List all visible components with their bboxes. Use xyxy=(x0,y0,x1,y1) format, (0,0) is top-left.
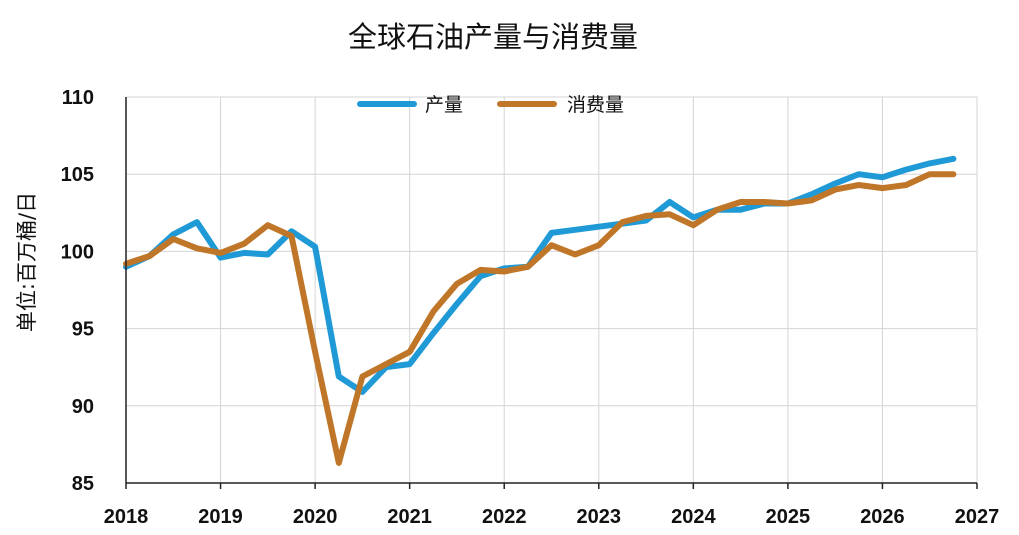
x-axis-ticks: 2018 2019 2020 2021 2022 2023 2024 2025 2026 2027 xyxy=(104,506,1000,528)
legend-label-production: 产量 xyxy=(425,94,463,116)
x-tick-label: 2022 xyxy=(482,506,527,528)
production-line xyxy=(123,155,957,395)
legend-label-consumption: 消费量 xyxy=(567,94,624,116)
y-tick-label: 95 xyxy=(72,319,94,341)
x-tick-label: 2024 xyxy=(671,506,716,528)
x-tick-label: 2025 xyxy=(766,506,811,528)
x-tick-label: 2019 xyxy=(198,506,243,528)
consumption-line xyxy=(123,171,957,466)
x-tick-label: 2023 xyxy=(577,506,622,528)
x-tick-label: 2027 xyxy=(955,506,1000,528)
y-tick-label: 90 xyxy=(72,396,94,418)
grid-lines xyxy=(126,96,978,484)
legend: 产量 消费量 xyxy=(357,94,624,116)
x-tick-label: 2021 xyxy=(387,506,432,528)
y-axis-label: 单位:百万桶/日 xyxy=(15,192,39,332)
y-tick-label: 100 xyxy=(61,241,94,263)
y-tick-label: 105 xyxy=(61,164,94,186)
chart-title: 全球石油产量与消费量 xyxy=(348,20,638,54)
x-tick-label: 2026 xyxy=(860,506,905,528)
series-layer xyxy=(123,155,957,466)
y-axis-ticks: 85 90 95 100 105 110 xyxy=(61,87,94,495)
y-tick-label: 85 xyxy=(72,473,94,495)
x-tick-label: 2020 xyxy=(293,506,338,528)
x-tick-label: 2018 xyxy=(104,506,149,528)
axes xyxy=(125,97,978,489)
y-tick-label: 110 xyxy=(62,87,94,109)
